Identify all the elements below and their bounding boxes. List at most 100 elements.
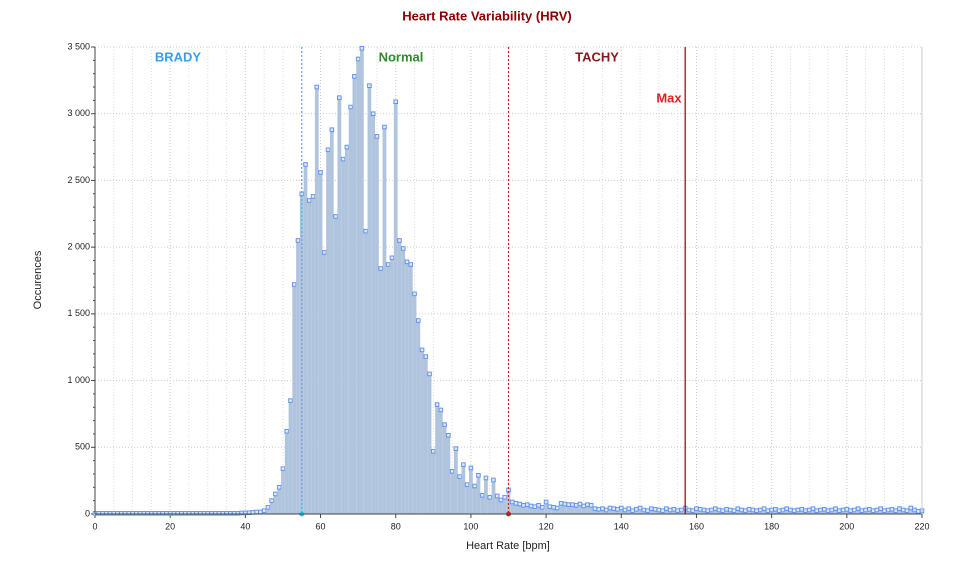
bar — [277, 487, 282, 514]
bar-marker — [442, 422, 447, 427]
bar-marker — [303, 162, 308, 167]
bar — [352, 76, 357, 515]
bar-marker — [615, 507, 620, 512]
bar-marker — [761, 506, 767, 511]
bar-marker — [874, 507, 880, 513]
bar — [435, 404, 439, 514]
bar-marker — [532, 504, 538, 509]
bar — [897, 508, 902, 514]
bar — [856, 508, 860, 514]
bar-marker — [603, 507, 609, 513]
bar-marker — [156, 511, 162, 516]
bar — [521, 505, 526, 514]
bar-marker — [829, 507, 835, 513]
bar — [303, 164, 308, 514]
bar — [442, 424, 447, 514]
bar-marker — [803, 508, 808, 513]
bar-marker — [205, 511, 211, 516]
bar — [390, 257, 394, 514]
bar-marker — [186, 511, 192, 516]
bar — [762, 508, 766, 514]
y-tick-label: 1 000 — [67, 375, 90, 385]
chart-title: Heart Rate Variability (HRV) — [402, 8, 572, 23]
bar — [378, 268, 383, 514]
bar — [563, 503, 567, 514]
bar — [487, 497, 492, 514]
bar-marker — [408, 262, 414, 267]
bar — [311, 196, 315, 514]
bar — [341, 159, 345, 514]
bar — [540, 507, 545, 514]
bar-marker — [498, 497, 504, 503]
bar-marker — [806, 507, 812, 513]
x-tick-label: 100 — [463, 521, 478, 531]
bar-marker — [882, 508, 887, 513]
bar-marker — [141, 511, 147, 516]
bar-marker — [126, 511, 132, 516]
bar-marker — [449, 469, 455, 474]
bar-marker — [852, 507, 857, 513]
bar-marker — [415, 318, 421, 323]
bar-marker — [438, 407, 444, 413]
bar — [401, 248, 406, 514]
bar-marker — [780, 507, 786, 513]
bar-marker — [671, 507, 677, 512]
bar — [431, 451, 436, 514]
x-tick-label: 200 — [839, 521, 854, 531]
bar — [292, 284, 297, 514]
bar-marker — [412, 291, 417, 297]
bar-marker — [355, 56, 361, 62]
bar-marker — [487, 495, 493, 500]
bar-marker — [306, 198, 312, 203]
bar-marker — [573, 503, 579, 508]
bar-marker — [743, 508, 748, 513]
bar-marker — [517, 501, 523, 507]
bar — [329, 129, 334, 514]
y-tick-label: 2 500 — [67, 175, 90, 185]
bar-marker — [788, 507, 793, 513]
bar-marker — [795, 507, 801, 513]
bar-marker — [611, 506, 617, 511]
bar-marker — [103, 511, 109, 516]
bar-marker — [446, 432, 451, 438]
bar-marker — [791, 508, 797, 513]
bar-marker — [352, 74, 357, 79]
bar — [672, 509, 676, 514]
bar — [457, 476, 462, 514]
bar-marker — [555, 505, 560, 511]
bar-marker — [393, 99, 399, 105]
bar-marker — [212, 511, 218, 516]
bar-marker — [540, 505, 545, 510]
bar-marker — [333, 214, 338, 219]
bar-marker — [528, 503, 534, 509]
bar-marker — [521, 503, 526, 508]
bar-marker — [585, 502, 590, 507]
bar-marker — [389, 255, 395, 261]
bar-marker — [216, 511, 222, 516]
bar-marker — [712, 506, 718, 511]
bar — [559, 503, 564, 514]
bar — [367, 85, 372, 515]
bar — [333, 216, 338, 514]
bar-marker — [697, 507, 703, 512]
x-tick-label: 140 — [614, 521, 629, 531]
bar-marker — [325, 147, 331, 153]
bar-marker — [179, 511, 184, 516]
bar-marker — [464, 482, 470, 487]
bar — [600, 508, 605, 514]
bar — [326, 149, 330, 515]
y-tick-label: 2 000 — [67, 242, 90, 252]
bar-marker — [431, 448, 436, 454]
bar — [585, 504, 590, 514]
bar — [664, 508, 669, 514]
bar — [615, 509, 620, 514]
bar — [491, 479, 496, 514]
bar — [382, 127, 387, 515]
bar-marker — [483, 475, 489, 481]
bar-marker — [427, 371, 432, 377]
bar-marker — [577, 501, 583, 507]
bar — [480, 495, 485, 514]
bar-marker — [690, 508, 695, 513]
bar — [510, 501, 515, 514]
bar-marker — [825, 508, 831, 513]
